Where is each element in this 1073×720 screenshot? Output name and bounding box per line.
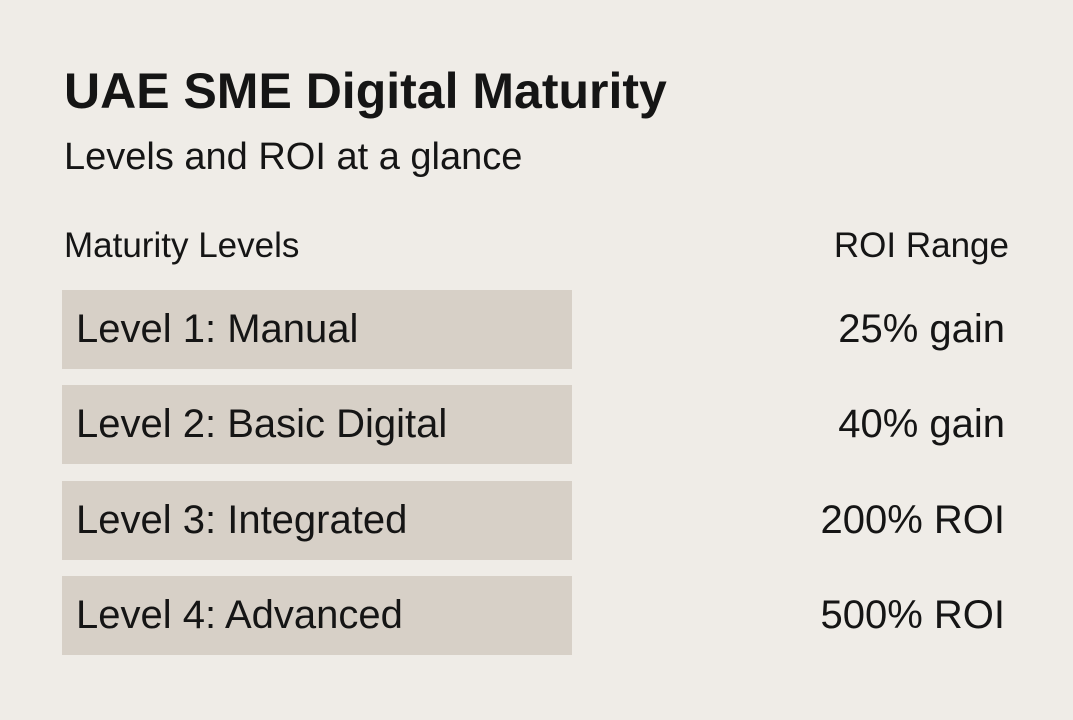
roi-value: 200% ROI: [820, 497, 1005, 542]
subtitle: Levels and ROI at a glance: [64, 136, 523, 178]
row-background: [62, 290, 572, 369]
roi-value: 40% gain: [838, 402, 1005, 447]
row-background: [62, 480, 572, 560]
level-label: Level 2: Basic Digital: [76, 402, 448, 447]
column-header: ROI Range: [833, 226, 1009, 265]
level-label: Level 1: Manual: [76, 307, 359, 351]
level-label: Level 4: Advanced: [76, 592, 403, 637]
level-label: Level 3: Integrated: [76, 497, 408, 542]
row-background: [62, 575, 572, 655]
row-background: [62, 385, 572, 465]
column-header: Maturity Levels: [64, 226, 300, 265]
roi-value: 25% gain: [838, 307, 1005, 351]
roi-value: 500% ROI: [820, 592, 1005, 637]
title: UAE SME Digital Maturity: [64, 63, 667, 119]
